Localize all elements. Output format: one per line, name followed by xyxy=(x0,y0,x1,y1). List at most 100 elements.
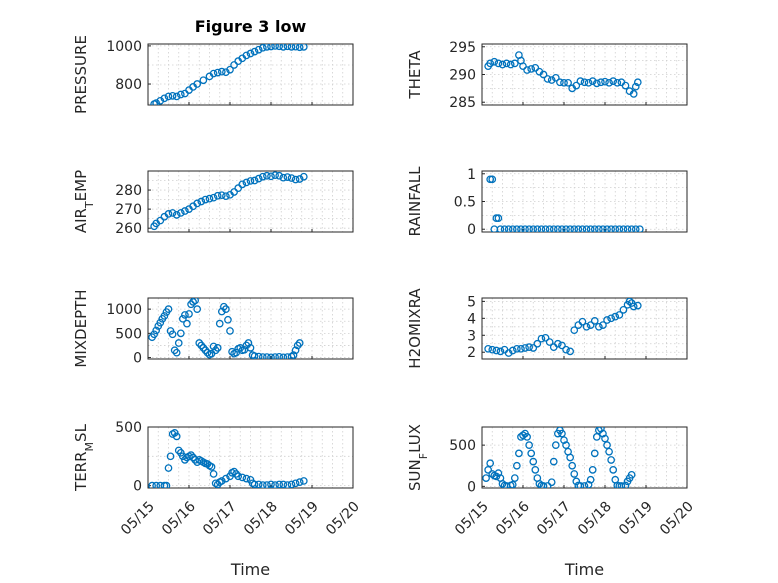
data-point xyxy=(590,317,599,325)
data-point xyxy=(539,70,548,79)
data-point xyxy=(488,175,497,184)
data-point xyxy=(160,94,169,103)
data-point xyxy=(267,480,275,488)
data-point xyxy=(258,44,267,52)
data-point xyxy=(299,477,308,485)
y-tick-label: 260 xyxy=(115,221,142,237)
data-point xyxy=(254,480,263,488)
data-point xyxy=(578,317,587,326)
series-markers xyxy=(486,175,644,232)
x-tick-label: 05/16 xyxy=(159,499,199,539)
y-axis-label: PRESSURE xyxy=(72,35,90,114)
data-point xyxy=(574,225,583,232)
data-point xyxy=(164,464,173,472)
data-point xyxy=(537,334,546,343)
data-point xyxy=(250,352,259,359)
data-point xyxy=(535,480,544,488)
data-point xyxy=(267,44,275,51)
data-point xyxy=(590,449,599,458)
data-point xyxy=(484,466,492,474)
y-axis-label: MIXDEPTH xyxy=(72,289,90,367)
data-point xyxy=(533,339,542,348)
data-point xyxy=(283,44,292,51)
y-tick-label: 4 xyxy=(467,311,476,327)
x-tick-label: 05/20 xyxy=(323,499,363,539)
axes-frame xyxy=(147,170,354,233)
data-point xyxy=(627,225,636,232)
data-point xyxy=(230,467,238,476)
axes-frame xyxy=(481,297,688,360)
data-point xyxy=(512,461,521,470)
data-point xyxy=(263,481,271,488)
data-point xyxy=(576,482,585,488)
plot-area xyxy=(148,298,353,359)
data-point xyxy=(617,482,626,488)
data-point xyxy=(244,339,253,347)
x-tick-label: 05/15 xyxy=(452,499,492,539)
data-point xyxy=(484,344,492,353)
data-point xyxy=(508,480,517,488)
x-tick-label: 05/17 xyxy=(534,499,574,539)
series-markers xyxy=(482,427,636,488)
data-point xyxy=(271,481,279,488)
data-point xyxy=(627,470,636,479)
y-tick-label: 500 xyxy=(115,326,142,342)
data-point xyxy=(570,225,579,232)
data-point xyxy=(605,447,613,456)
data-point xyxy=(590,225,599,232)
data-point xyxy=(631,82,640,91)
data-point xyxy=(510,59,519,68)
data-point xyxy=(513,225,521,232)
data-point xyxy=(183,319,191,328)
plot-area xyxy=(148,171,353,232)
data-point xyxy=(185,310,193,318)
series-markers xyxy=(148,298,304,359)
data-point xyxy=(592,79,601,88)
data-point xyxy=(152,326,161,335)
data-point xyxy=(191,298,199,305)
y-tick-label: 1000 xyxy=(106,39,142,55)
data-point xyxy=(238,180,247,189)
data-point xyxy=(508,225,517,232)
data-point xyxy=(582,225,591,232)
data-point xyxy=(217,307,226,316)
data-point xyxy=(529,344,538,352)
data-point xyxy=(291,175,300,184)
data-point xyxy=(633,301,642,310)
data-point xyxy=(246,344,255,352)
data-point xyxy=(603,441,611,449)
data-point xyxy=(562,225,570,232)
series-markers xyxy=(484,51,642,98)
x-tick-label: 05/18 xyxy=(241,499,281,539)
data-point xyxy=(209,342,218,351)
data-point xyxy=(242,51,251,60)
data-point xyxy=(494,59,503,68)
data-point xyxy=(519,431,527,440)
data-point xyxy=(572,81,581,90)
data-point xyxy=(558,429,566,438)
data-point xyxy=(275,480,284,488)
data-point xyxy=(267,172,275,181)
data-point xyxy=(621,481,630,488)
data-point xyxy=(234,184,243,193)
data-point xyxy=(625,298,634,306)
data-point xyxy=(586,321,595,329)
data-point xyxy=(209,69,218,78)
data-point xyxy=(254,352,263,359)
data-point xyxy=(299,44,308,51)
y-tick-label: 5 xyxy=(467,294,476,310)
data-point xyxy=(609,466,618,474)
data-point xyxy=(607,314,616,323)
axes-frame xyxy=(147,426,354,489)
data-point xyxy=(193,305,202,313)
data-point xyxy=(295,478,304,486)
series-markers xyxy=(150,171,308,231)
data-point xyxy=(164,305,173,313)
y-axis-label: THETA xyxy=(406,50,424,100)
data-point xyxy=(517,344,525,353)
data-point xyxy=(508,346,517,355)
data-point xyxy=(599,225,607,232)
data-point xyxy=(275,44,284,51)
data-point xyxy=(629,90,638,98)
data-point xyxy=(547,478,556,487)
